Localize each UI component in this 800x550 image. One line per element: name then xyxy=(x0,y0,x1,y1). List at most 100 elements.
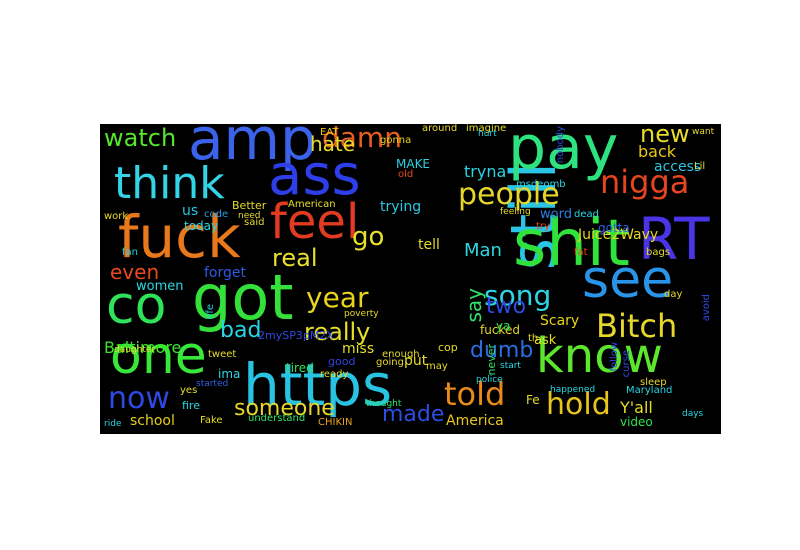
word: enough xyxy=(382,349,420,360)
word: yes xyxy=(180,385,198,396)
word: th xyxy=(528,333,539,344)
word: Better xyxy=(232,199,267,212)
word: today xyxy=(184,219,219,233)
word: tryna xyxy=(464,162,507,181)
word: life xyxy=(205,304,216,320)
word: https xyxy=(243,351,393,419)
word: said xyxy=(244,217,265,228)
word: avoid xyxy=(701,294,712,322)
word: good xyxy=(328,355,356,368)
word: pay xyxy=(508,124,619,183)
word: Fake xyxy=(200,415,223,426)
word: Man xyxy=(464,240,502,261)
word: shit xyxy=(513,207,630,281)
word: 2mySP3pM2X xyxy=(258,329,334,342)
word: gotta xyxy=(598,221,630,235)
word: even xyxy=(110,260,160,284)
word: nigga xyxy=(600,163,690,201)
word: women xyxy=(136,279,184,294)
word: America xyxy=(446,413,504,429)
word: Bitch xyxy=(596,307,678,345)
word: ask xyxy=(534,333,557,348)
word: song xyxy=(484,279,552,312)
word: watch xyxy=(104,124,177,152)
word: real xyxy=(272,244,318,272)
word: ya xyxy=(496,319,511,333)
word: put xyxy=(404,353,428,369)
word: work xyxy=(104,211,129,222)
word: nobody xyxy=(555,126,566,164)
word: EAT xyxy=(320,127,339,138)
word: access xyxy=(654,159,702,175)
word: new xyxy=(640,124,690,148)
word: dumb xyxy=(470,338,534,363)
word-cloud: still https shit fuck got pay amp ass RT… xyxy=(100,124,721,434)
word: bags xyxy=(646,247,671,258)
word: day xyxy=(664,289,683,300)
word: started xyxy=(196,379,229,389)
word: video xyxy=(620,415,653,429)
word: may xyxy=(426,361,448,372)
word: people xyxy=(458,177,560,212)
word: got xyxy=(192,261,294,334)
word: really xyxy=(304,318,371,346)
word: dead xyxy=(574,209,599,220)
word: want xyxy=(692,127,715,137)
word: amp xyxy=(188,124,317,173)
word: MAKE xyxy=(396,157,431,171)
word: thought xyxy=(366,399,402,409)
word: RT xyxy=(638,205,710,273)
word: back xyxy=(638,142,677,161)
word: feeling xyxy=(500,207,531,217)
word: damn xyxy=(322,124,402,154)
word: around xyxy=(422,124,458,134)
word: need xyxy=(238,211,261,221)
word: see xyxy=(582,250,674,310)
word: one xyxy=(110,326,207,386)
word: American xyxy=(288,199,336,210)
word: think xyxy=(114,158,225,209)
word: fucked xyxy=(480,323,520,337)
word: say xyxy=(462,288,486,323)
word: happened xyxy=(550,385,596,395)
word: code xyxy=(204,209,229,220)
word: Lil xyxy=(694,161,706,172)
word: fat xyxy=(574,247,588,258)
word: tell xyxy=(418,237,440,253)
word: ass xyxy=(268,143,361,208)
word: ready xyxy=(320,369,349,380)
word: bad xyxy=(220,318,262,343)
word: fire xyxy=(182,399,200,412)
word: gonna xyxy=(380,135,412,146)
word: now xyxy=(108,381,170,416)
word: trying xyxy=(380,199,422,215)
word: msdeomb xyxy=(516,179,566,190)
word: go xyxy=(352,222,385,252)
word: Baltimore xyxy=(104,338,182,357)
word: co xyxy=(106,276,167,336)
word: cop xyxy=(438,341,458,354)
word: Maryland xyxy=(626,385,673,396)
word: miss xyxy=(342,341,375,357)
word: old xyxy=(398,169,414,180)
word: imagine xyxy=(466,124,507,134)
word: hate xyxy=(310,132,356,156)
word: Juice2Wavy xyxy=(578,227,659,243)
word: going xyxy=(376,357,404,368)
word: year xyxy=(306,281,369,314)
word: made xyxy=(382,402,445,427)
word: fuck xyxy=(118,203,241,271)
word: feel xyxy=(270,194,360,250)
word: school xyxy=(130,413,175,429)
word: sleep xyxy=(640,377,667,388)
word: someone xyxy=(234,396,335,421)
word: follow xyxy=(609,342,620,372)
word: told xyxy=(444,375,506,413)
word: poverty xyxy=(344,309,379,319)
word: forget xyxy=(204,265,246,281)
word: CHIKIN xyxy=(318,417,353,428)
word: Y'all xyxy=(620,398,653,417)
word: two xyxy=(486,294,527,319)
word: hold xyxy=(546,387,611,422)
word: fan xyxy=(122,247,138,258)
